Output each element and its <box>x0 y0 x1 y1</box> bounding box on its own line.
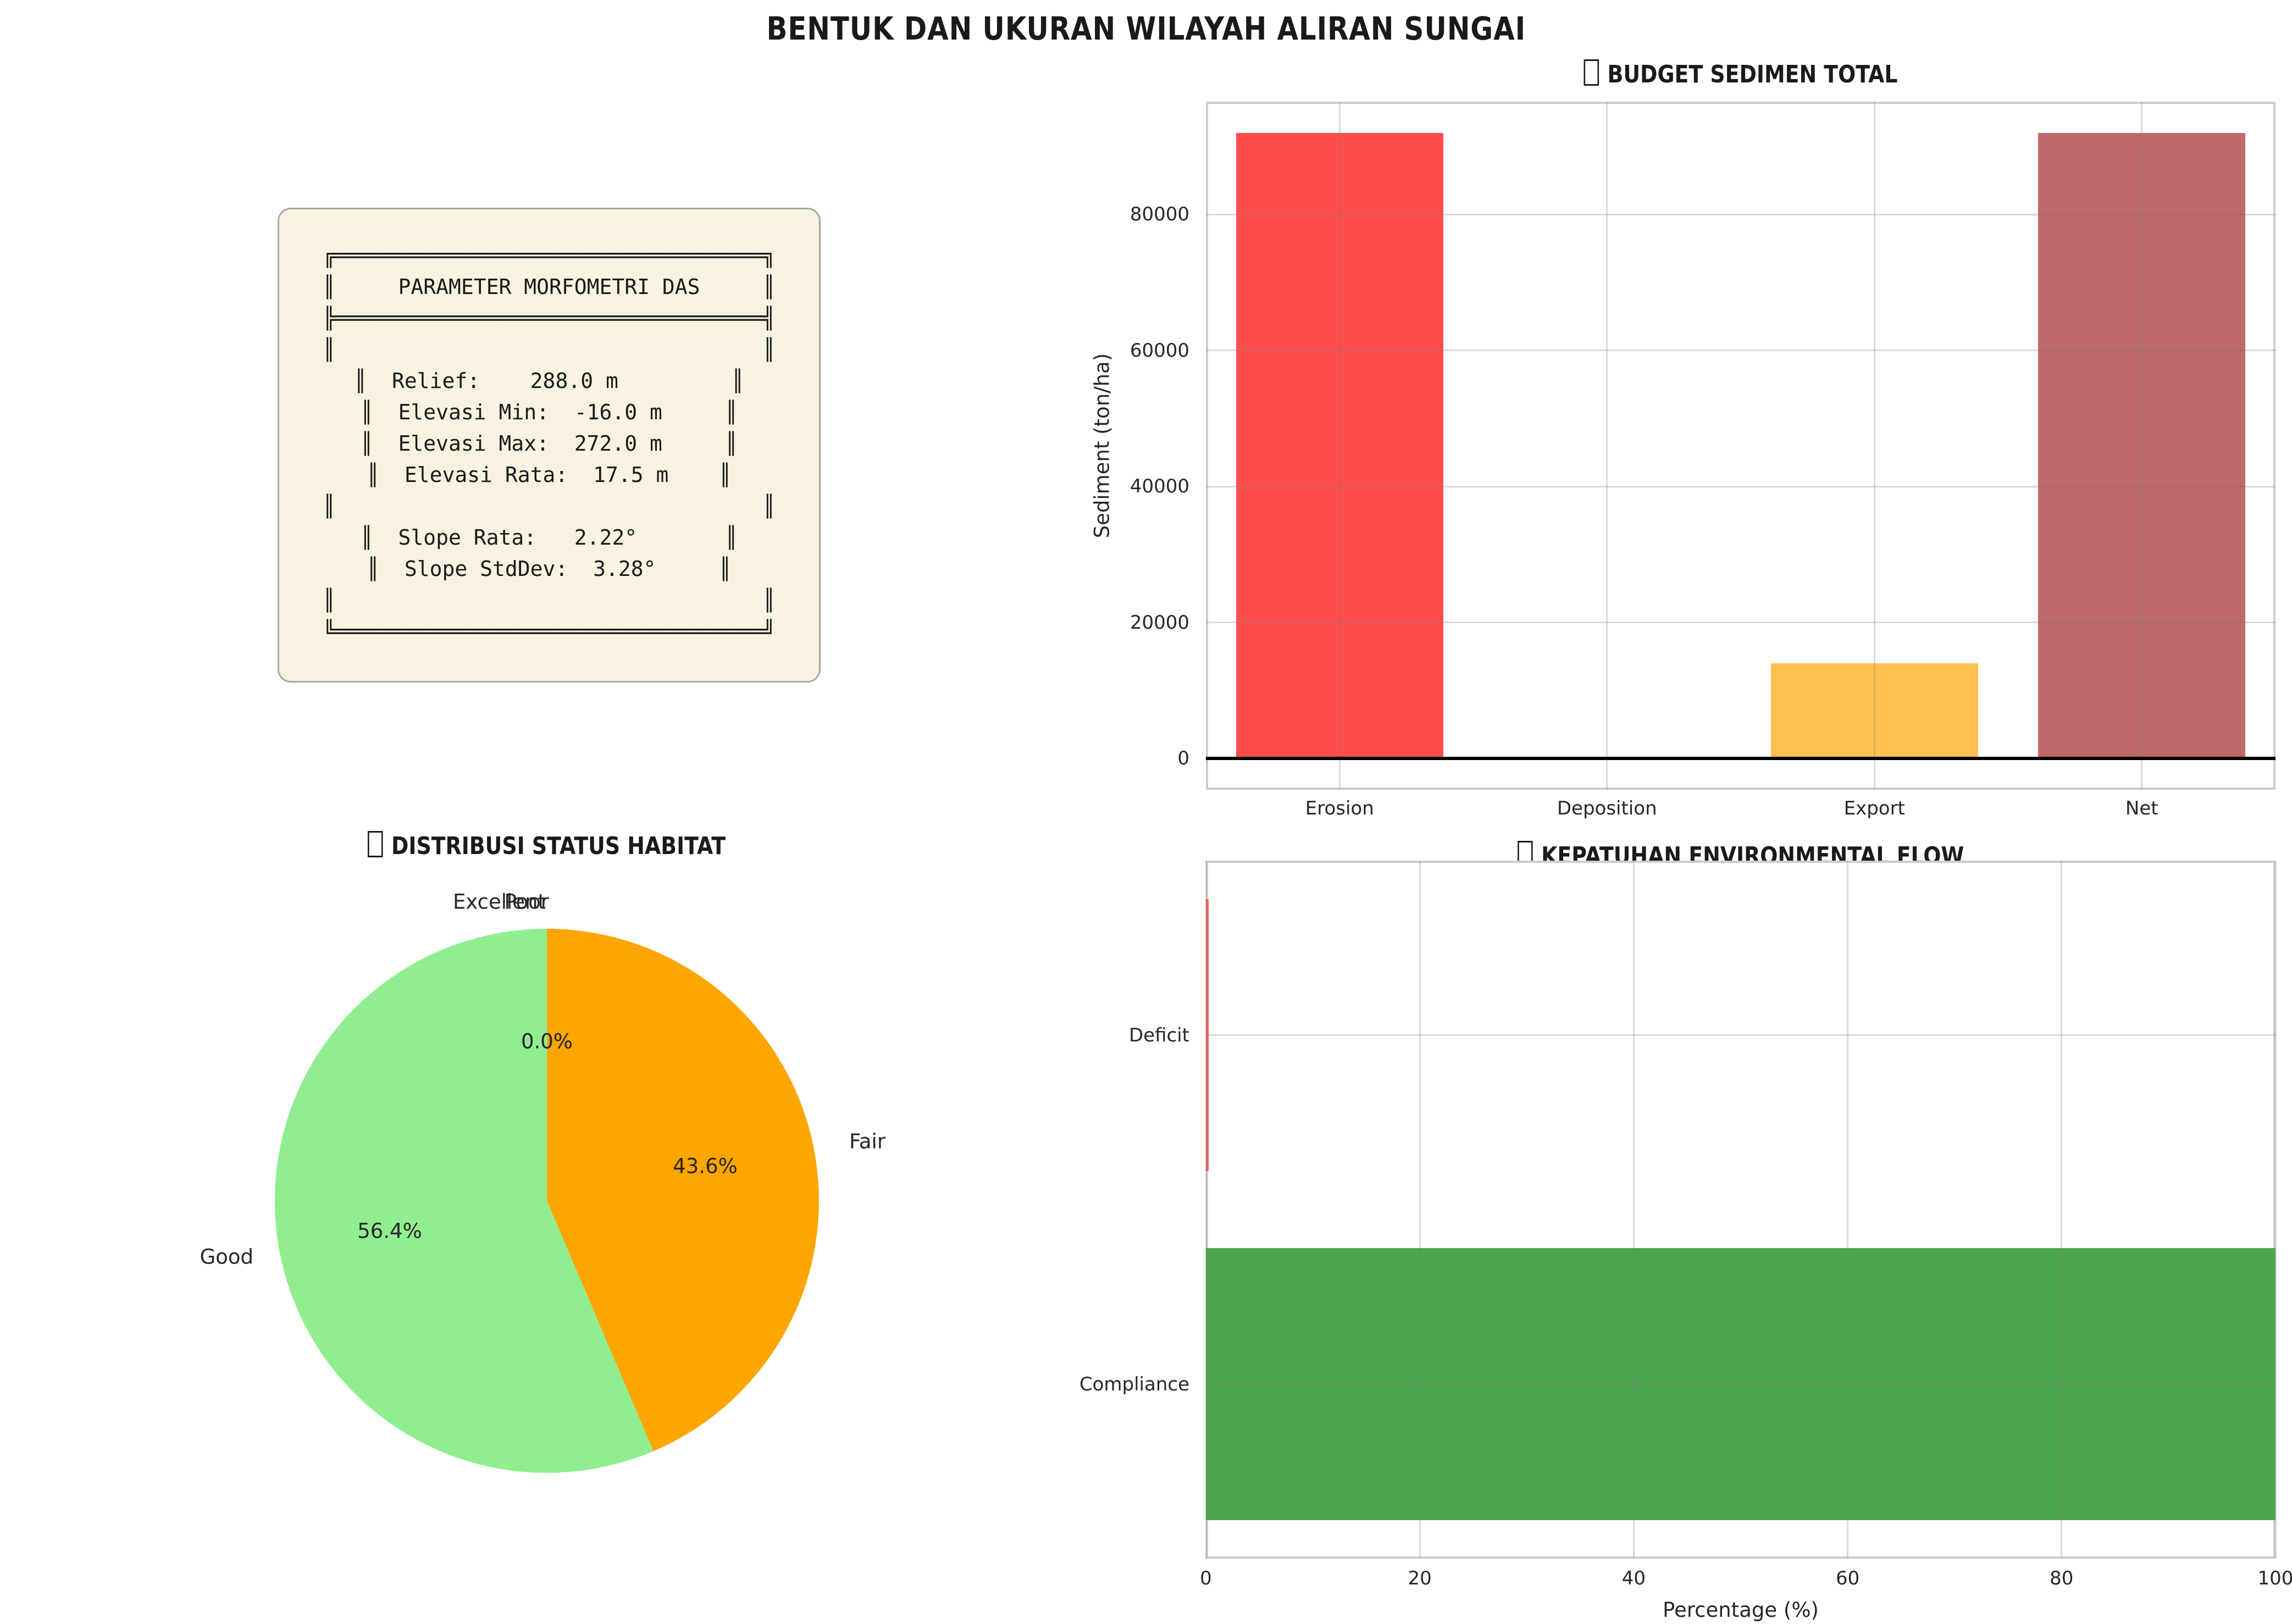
x-tick-label: 20 <box>1408 1567 1432 1589</box>
x-gridline <box>2274 861 2277 1559</box>
sediment-chart-title: BUDGET SEDIMEN TOTAL <box>1206 59 2276 88</box>
x-tick-label: 40 <box>1621 1567 1646 1589</box>
sediment-y-axis-label: Sediment (ton/ha) <box>1090 353 1114 539</box>
x-category-label: Net <box>2125 797 2158 819</box>
x-gridline <box>1873 102 1875 790</box>
parameter-box-text: ╔══════════════════════════════════╗ ║ P… <box>323 243 776 644</box>
y-gridline <box>1206 350 2276 352</box>
x-tick-label: 100 <box>2257 1567 2292 1589</box>
parameter-panel: ╔══════════════════════════════════╗ ║ P… <box>278 208 821 683</box>
bar-erosion <box>1236 132 1443 759</box>
x-gridline <box>2141 102 2143 790</box>
y-gridline <box>1206 1383 2276 1385</box>
y-gridline <box>1206 622 2276 624</box>
sediment-chart-title-text: BUDGET SEDIMEN TOTAL <box>1607 60 1898 88</box>
figure-title: BENTUK DAN UKURAN WILAYAH ALIRAN SUNGAI <box>0 10 2292 47</box>
y-gridline <box>1206 485 2276 487</box>
pie-label-fair: Fair <box>849 1129 886 1154</box>
x-category-label: Export <box>1843 797 1905 819</box>
pie-pct-poor: 0.0% <box>521 1029 573 1054</box>
x-category-label: Deposition <box>1557 797 1657 819</box>
pie-label-poor: Poor <box>504 890 549 914</box>
pie-pct-excellent: 0.0% <box>521 1029 573 1054</box>
pie-pct-fair: 43.6% <box>673 1154 738 1178</box>
missing-glyph-icon <box>368 831 383 857</box>
x-gridline <box>2061 861 2063 1559</box>
x-gridline <box>1419 861 1421 1559</box>
pie-pct-good: 56.4% <box>357 1219 422 1243</box>
pie-label-good: Good <box>200 1245 253 1269</box>
pie-slice-good <box>275 929 654 1473</box>
habitat-chart-title-text: DISTRIBUSI STATUS HABITAT <box>391 832 726 860</box>
x-gridline <box>1338 102 1341 790</box>
x-category-label: Erosion <box>1305 797 1374 819</box>
x-gridline <box>1632 861 1635 1559</box>
pie-slice-fair <box>547 929 819 1451</box>
pie-label-excellent: Excellent <box>452 890 546 914</box>
bar-export <box>1770 663 1978 759</box>
bar-compliance <box>1206 1248 2276 1521</box>
bar-deficit <box>1206 899 1209 1172</box>
x-gridline <box>1847 861 1849 1559</box>
x-tick-label: 0 <box>1200 1567 1212 1589</box>
x-gridline <box>1606 102 1608 790</box>
y-category-label: Deficit <box>1129 1024 1189 1046</box>
y-tick-label: 0 <box>1177 747 1189 770</box>
habitat-pie <box>275 929 819 1473</box>
y-gridline <box>1206 1034 2276 1036</box>
y-tick-label: 60000 <box>1130 339 1189 362</box>
y-tick-label: 20000 <box>1130 611 1189 634</box>
bar-net <box>2038 132 2246 759</box>
x-tick-label: 60 <box>1835 1567 1860 1589</box>
zero-line <box>1206 757 2276 761</box>
y-category-label: Compliance <box>1079 1373 1189 1395</box>
x-gridline <box>1205 861 1207 1559</box>
x-tick-label: 80 <box>2050 1567 2074 1589</box>
y-gridline <box>1206 213 2276 215</box>
missing-glyph-icon <box>1584 59 1599 86</box>
y-tick-label: 40000 <box>1130 475 1189 498</box>
figure-title-text: BENTUK DAN UKURAN WILAYAH ALIRAN SUNGAI <box>766 10 1526 47</box>
y-tick-label: 80000 <box>1130 203 1189 226</box>
habitat-chart-title: DISTRIBUSI STATUS HABITAT <box>272 831 822 860</box>
flow-x-axis-label: Percentage (%) <box>1663 1598 1819 1622</box>
